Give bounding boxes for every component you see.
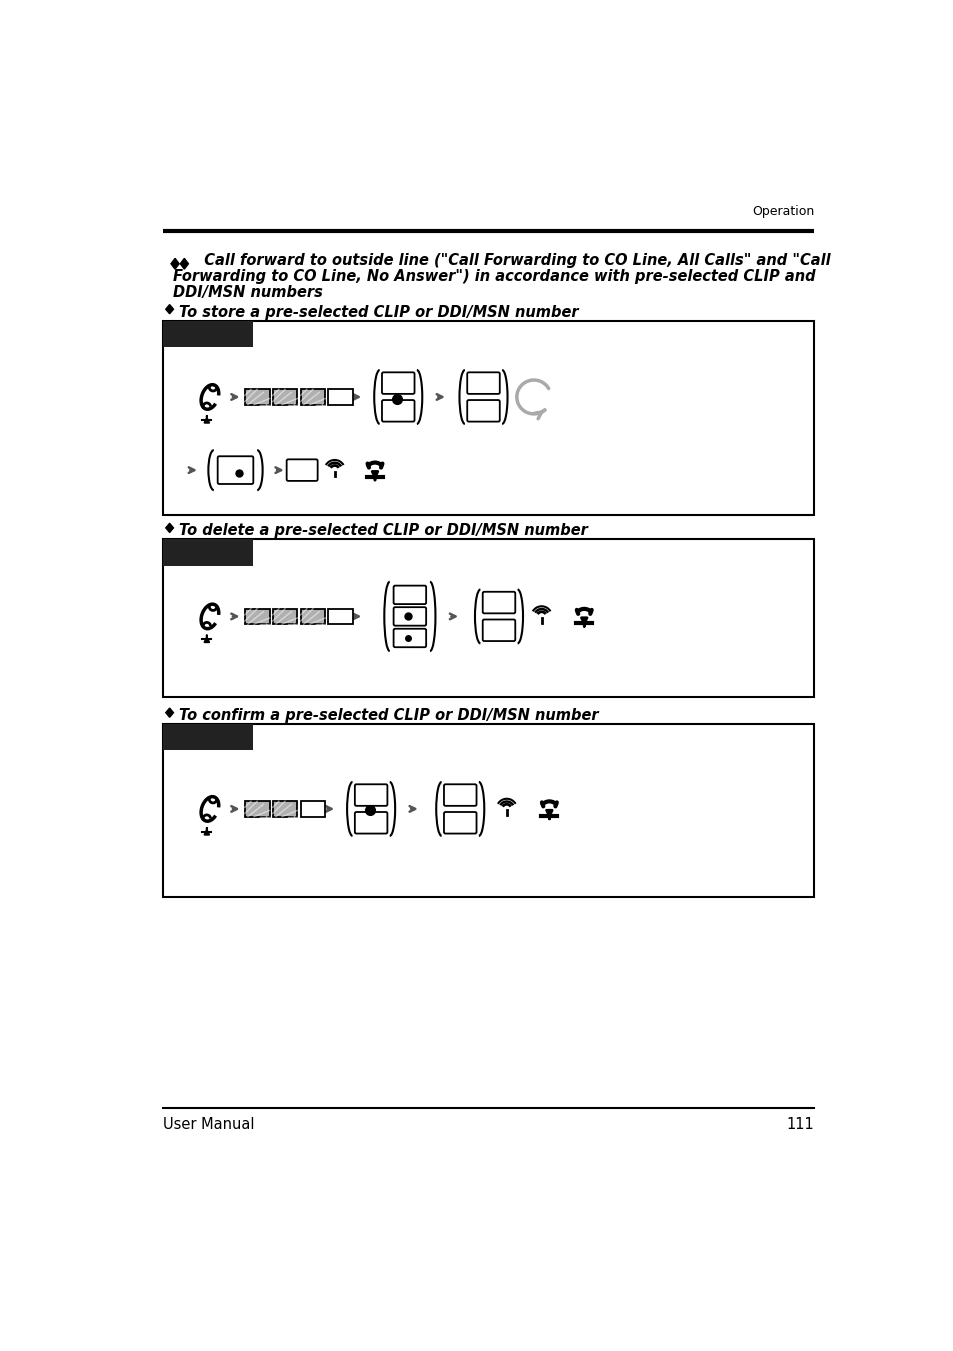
FancyBboxPatch shape bbox=[381, 400, 415, 422]
Bar bbox=[163, 539, 814, 697]
FancyBboxPatch shape bbox=[482, 592, 515, 613]
Text: To store a pre-selected CLIP or DDI/MSN number: To store a pre-selected CLIP or DDI/MSN … bbox=[179, 304, 578, 320]
FancyBboxPatch shape bbox=[245, 801, 270, 816]
FancyBboxPatch shape bbox=[467, 373, 499, 394]
FancyBboxPatch shape bbox=[394, 585, 426, 604]
FancyBboxPatch shape bbox=[273, 389, 297, 405]
FancyBboxPatch shape bbox=[355, 785, 387, 805]
Text: 111: 111 bbox=[786, 1117, 814, 1132]
Text: DDI/MSN numbers: DDI/MSN numbers bbox=[173, 285, 323, 300]
Polygon shape bbox=[166, 523, 173, 532]
FancyBboxPatch shape bbox=[482, 620, 515, 642]
FancyBboxPatch shape bbox=[300, 609, 325, 624]
FancyBboxPatch shape bbox=[273, 801, 297, 816]
Text: Operation: Operation bbox=[751, 204, 814, 218]
FancyBboxPatch shape bbox=[273, 609, 297, 624]
Bar bbox=[163, 724, 253, 750]
FancyBboxPatch shape bbox=[355, 812, 387, 834]
Bar bbox=[163, 320, 814, 515]
FancyBboxPatch shape bbox=[300, 801, 325, 816]
FancyBboxPatch shape bbox=[245, 609, 270, 624]
Text: Call forward to outside line ("Call Forwarding to CO Line, All Calls" and "Call: Call forward to outside line ("Call Forw… bbox=[193, 253, 829, 267]
FancyBboxPatch shape bbox=[381, 373, 415, 394]
Polygon shape bbox=[166, 304, 173, 313]
FancyBboxPatch shape bbox=[245, 389, 270, 405]
FancyBboxPatch shape bbox=[328, 609, 353, 624]
Text: User Manual: User Manual bbox=[163, 1117, 254, 1132]
FancyBboxPatch shape bbox=[217, 457, 253, 484]
Text: To confirm a pre-selected CLIP or DDI/MSN number: To confirm a pre-selected CLIP or DDI/MS… bbox=[179, 708, 598, 723]
FancyBboxPatch shape bbox=[443, 812, 476, 834]
Text: Forwarding to CO Line, No Answer") in accordance with pre-selected CLIP and: Forwarding to CO Line, No Answer") in ac… bbox=[173, 269, 815, 284]
Bar bbox=[163, 724, 814, 897]
FancyBboxPatch shape bbox=[286, 459, 317, 481]
FancyBboxPatch shape bbox=[328, 389, 353, 405]
Bar bbox=[163, 320, 253, 347]
Text: To delete a pre-selected CLIP or DDI/MSN number: To delete a pre-selected CLIP or DDI/MSN… bbox=[179, 523, 587, 538]
Polygon shape bbox=[166, 708, 173, 717]
FancyBboxPatch shape bbox=[394, 607, 426, 626]
FancyBboxPatch shape bbox=[443, 785, 476, 805]
FancyBboxPatch shape bbox=[300, 389, 325, 405]
Bar bbox=[163, 539, 253, 566]
FancyBboxPatch shape bbox=[467, 400, 499, 422]
FancyBboxPatch shape bbox=[394, 628, 426, 647]
Polygon shape bbox=[171, 258, 179, 269]
Polygon shape bbox=[180, 258, 189, 269]
